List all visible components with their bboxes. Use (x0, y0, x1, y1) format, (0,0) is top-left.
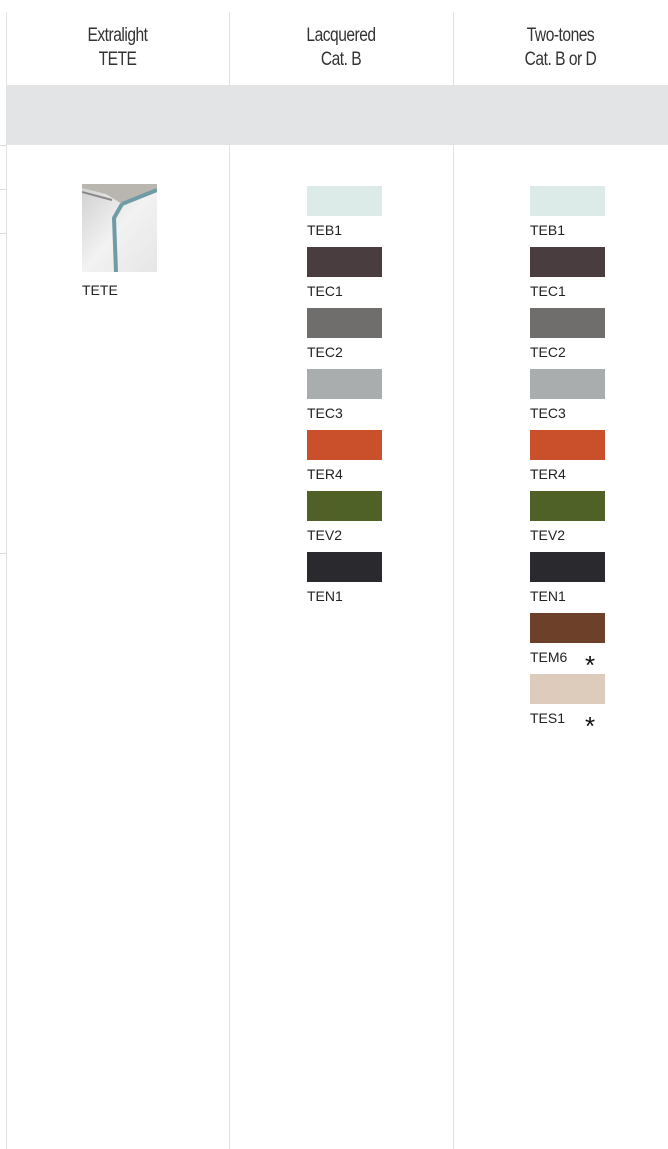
finish-code: TEC2 (307, 344, 343, 360)
finish-code: TETE (82, 282, 118, 298)
color-swatch (530, 430, 605, 460)
color-swatch (530, 308, 605, 338)
rule (0, 233, 6, 234)
color-swatch (307, 369, 382, 399)
color-swatch (530, 186, 605, 216)
rule (0, 145, 6, 146)
color-swatch (530, 613, 605, 643)
divider (229, 12, 230, 1149)
column-header: Lacquered Cat. B (249, 24, 433, 72)
color-swatch (307, 430, 382, 460)
header-line: TETE (98, 49, 137, 70)
header-line: Cat. B (320, 49, 362, 70)
finish-code: TEC1 (530, 283, 566, 299)
finish-code: TEN1 (307, 588, 343, 604)
finish-code: TEN1 (530, 588, 566, 604)
finish-code: TEM6 (530, 649, 568, 665)
color-swatch (307, 552, 382, 582)
header-line: Cat. B or D (524, 49, 597, 70)
finish-illustration (82, 184, 157, 272)
header-line: Lacquered (306, 25, 376, 46)
finish-code: TEC1 (307, 283, 343, 299)
rule (0, 189, 6, 190)
column-header: Extralight TETE (26, 24, 209, 72)
color-swatch (307, 247, 382, 277)
header-line: Two-tones (526, 25, 595, 46)
rule (0, 553, 6, 554)
color-swatch (530, 552, 605, 582)
finish-code: TEC3 (530, 405, 566, 421)
finish-code: TES1 (530, 710, 566, 726)
color-swatch (530, 491, 605, 521)
finish-code: TEB1 (307, 222, 343, 238)
footnote-mark: * (585, 650, 596, 680)
finish-code: TEB1 (530, 222, 566, 238)
column-header: Two-tones Cat. B or D (472, 24, 648, 72)
footnote-mark: * (585, 711, 596, 741)
finish-code: TEV2 (307, 527, 343, 543)
finish-code: TEC3 (307, 405, 343, 421)
header-band (6, 85, 668, 145)
divider (6, 12, 7, 1149)
finish-image (82, 184, 157, 272)
finish-code: TEV2 (530, 527, 566, 543)
divider (453, 12, 454, 1149)
finish-code: TEC2 (530, 344, 566, 360)
color-swatch (530, 369, 605, 399)
header-line: Extralight (87, 25, 148, 46)
color-swatch (307, 186, 382, 216)
color-swatch (530, 247, 605, 277)
finish-code: TER4 (307, 466, 343, 482)
color-swatch (307, 308, 382, 338)
color-swatch (530, 674, 605, 704)
finish-code: TER4 (530, 466, 566, 482)
color-swatch (307, 491, 382, 521)
